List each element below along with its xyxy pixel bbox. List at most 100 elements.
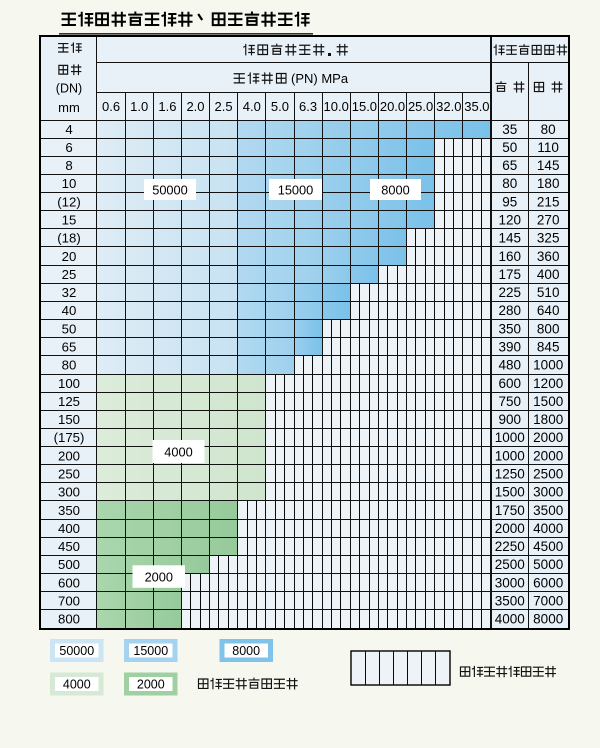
svg-text:2.0: 2.0 bbox=[186, 99, 204, 114]
svg-text:20.0: 20.0 bbox=[380, 99, 405, 114]
svg-text:8000: 8000 bbox=[381, 182, 409, 197]
svg-text:1250: 1250 bbox=[495, 467, 525, 482]
svg-text:3000: 3000 bbox=[533, 485, 563, 500]
svg-text:100: 100 bbox=[58, 376, 80, 391]
svg-text:3000: 3000 bbox=[495, 575, 525, 590]
svg-text:95: 95 bbox=[502, 194, 517, 209]
svg-text:400: 400 bbox=[537, 267, 560, 282]
svg-text:5000: 5000 bbox=[533, 557, 563, 572]
svg-text:350: 350 bbox=[58, 503, 80, 518]
svg-text:7000: 7000 bbox=[533, 594, 563, 609]
svg-text:510: 510 bbox=[537, 285, 560, 300]
svg-text:400: 400 bbox=[58, 521, 80, 536]
svg-text:900: 900 bbox=[499, 412, 522, 427]
svg-text:(175): (175) bbox=[54, 430, 85, 445]
svg-text:32.0: 32.0 bbox=[436, 99, 461, 114]
svg-text:3500: 3500 bbox=[533, 503, 563, 518]
svg-text:270: 270 bbox=[537, 213, 560, 228]
svg-text:145: 145 bbox=[537, 158, 560, 173]
svg-text:35: 35 bbox=[502, 122, 517, 137]
svg-text:120: 120 bbox=[499, 213, 522, 228]
svg-text:50: 50 bbox=[62, 321, 77, 336]
svg-text:1.6: 1.6 bbox=[158, 99, 176, 114]
svg-text:845: 845 bbox=[537, 340, 560, 355]
svg-text:15000: 15000 bbox=[133, 644, 168, 658]
svg-text:700: 700 bbox=[58, 594, 80, 609]
svg-text:(PN) MPa: (PN) MPa bbox=[291, 71, 349, 86]
svg-text:0.6: 0.6 bbox=[102, 99, 120, 114]
svg-text:325: 325 bbox=[537, 231, 560, 246]
svg-text:1750: 1750 bbox=[495, 503, 525, 518]
svg-text:750: 750 bbox=[499, 394, 522, 409]
svg-text:1500: 1500 bbox=[495, 485, 525, 500]
svg-text:40: 40 bbox=[62, 303, 77, 318]
svg-text:175: 175 bbox=[499, 267, 522, 282]
svg-text:35.0: 35.0 bbox=[464, 99, 489, 114]
svg-text:10.0: 10.0 bbox=[324, 99, 349, 114]
svg-text:80: 80 bbox=[62, 358, 77, 373]
svg-text:8: 8 bbox=[65, 158, 72, 173]
svg-text:1800: 1800 bbox=[533, 412, 563, 427]
svg-text:6: 6 bbox=[65, 140, 72, 155]
svg-text:180: 180 bbox=[537, 176, 560, 191]
svg-text:250: 250 bbox=[58, 467, 80, 482]
svg-text:32: 32 bbox=[62, 285, 77, 300]
svg-text:390: 390 bbox=[499, 340, 522, 355]
svg-text:6.3: 6.3 bbox=[299, 99, 317, 114]
svg-text:8000: 8000 bbox=[533, 612, 563, 627]
svg-text:110: 110 bbox=[537, 140, 559, 155]
svg-text:20: 20 bbox=[62, 249, 77, 264]
svg-text:80: 80 bbox=[502, 176, 517, 191]
svg-text:65: 65 bbox=[502, 158, 517, 173]
svg-text:800: 800 bbox=[537, 321, 560, 336]
svg-text:500: 500 bbox=[58, 557, 80, 572]
svg-text:2000: 2000 bbox=[533, 430, 563, 445]
svg-text:125: 125 bbox=[58, 394, 80, 409]
svg-text:2250: 2250 bbox=[495, 539, 525, 554]
svg-text:4: 4 bbox=[65, 122, 72, 137]
svg-text:640: 640 bbox=[537, 303, 560, 318]
svg-text:360: 360 bbox=[537, 249, 560, 264]
svg-text:1200: 1200 bbox=[533, 376, 563, 391]
svg-text:2000: 2000 bbox=[145, 569, 173, 584]
svg-text:1000: 1000 bbox=[495, 430, 525, 445]
svg-text:1000: 1000 bbox=[495, 448, 525, 463]
svg-text:2500: 2500 bbox=[533, 467, 563, 482]
svg-text:1.0: 1.0 bbox=[130, 99, 148, 114]
svg-text:8000: 8000 bbox=[232, 644, 260, 658]
svg-text:50000: 50000 bbox=[152, 182, 188, 197]
svg-text:480: 480 bbox=[499, 358, 522, 373]
svg-text:145: 145 bbox=[499, 231, 522, 246]
svg-text:3500: 3500 bbox=[495, 594, 525, 609]
svg-text:1500: 1500 bbox=[533, 394, 563, 409]
svg-text:6000: 6000 bbox=[533, 575, 563, 590]
svg-text:2000: 2000 bbox=[533, 448, 563, 463]
svg-text:1000: 1000 bbox=[533, 358, 563, 373]
svg-text:600: 600 bbox=[499, 376, 522, 391]
svg-text:4000: 4000 bbox=[164, 444, 192, 459]
svg-text:15000: 15000 bbox=[278, 182, 314, 197]
svg-text:450: 450 bbox=[58, 539, 80, 554]
svg-text:50: 50 bbox=[502, 140, 517, 155]
svg-text:2000: 2000 bbox=[137, 678, 165, 692]
svg-text:4500: 4500 bbox=[533, 539, 563, 554]
svg-text:215: 215 bbox=[537, 194, 560, 209]
svg-text:280: 280 bbox=[499, 303, 522, 318]
svg-text:300: 300 bbox=[58, 485, 80, 500]
svg-text:4000: 4000 bbox=[533, 521, 563, 536]
svg-text:15: 15 bbox=[62, 213, 77, 228]
svg-text:4000: 4000 bbox=[495, 612, 525, 627]
svg-text:10: 10 bbox=[62, 176, 77, 191]
svg-text:15.0: 15.0 bbox=[352, 99, 377, 114]
svg-text:(12): (12) bbox=[57, 194, 80, 209]
svg-text:5.0: 5.0 bbox=[271, 99, 289, 114]
svg-text:225: 225 bbox=[499, 285, 522, 300]
svg-text:80: 80 bbox=[541, 122, 556, 137]
svg-text:65: 65 bbox=[62, 340, 77, 355]
svg-text:25.0: 25.0 bbox=[408, 99, 433, 114]
svg-text:150: 150 bbox=[58, 412, 80, 427]
svg-text:4000: 4000 bbox=[63, 678, 91, 692]
svg-text:160: 160 bbox=[499, 249, 522, 264]
svg-text:350: 350 bbox=[499, 321, 522, 336]
svg-text:600: 600 bbox=[58, 575, 80, 590]
